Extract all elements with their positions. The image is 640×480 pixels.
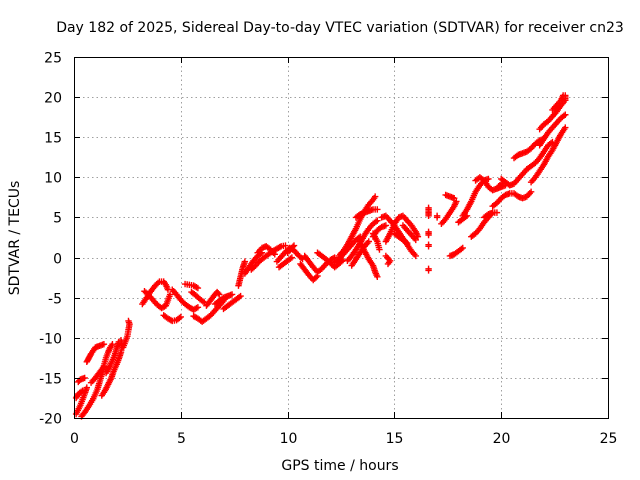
data-point	[100, 363, 108, 370]
y-tick-label: 25	[44, 51, 62, 67]
data-point	[250, 263, 258, 271]
data-point	[99, 364, 107, 372]
data-point	[194, 304, 202, 311]
data-series	[72, 92, 569, 420]
data-point	[559, 92, 567, 99]
data-point	[493, 209, 501, 216]
x-tick-label: 5	[177, 431, 186, 447]
x-tick-label: 20	[493, 431, 511, 447]
data-point	[433, 214, 441, 221]
data-point	[562, 111, 569, 118]
y-tick-label: 20	[44, 91, 62, 107]
data-point	[194, 284, 202, 292]
data-point	[144, 290, 151, 298]
data-point	[115, 338, 123, 345]
data-point	[193, 304, 200, 312]
y-tick-label: -10	[39, 332, 62, 348]
data-point	[214, 290, 222, 297]
data-point	[402, 238, 409, 246]
y-tick-label: 15	[44, 131, 62, 147]
data-point	[287, 255, 294, 262]
data-point	[382, 222, 390, 229]
data-point	[329, 255, 337, 262]
data-point	[365, 238, 372, 245]
data-point	[109, 340, 116, 348]
data-point	[374, 206, 381, 213]
data-point	[81, 374, 88, 382]
data-point	[216, 291, 223, 298]
data-point	[288, 254, 296, 261]
plot-frame	[74, 57, 609, 419]
data-point	[458, 245, 465, 253]
x-tick-label: 0	[70, 431, 79, 447]
data-point	[290, 242, 298, 249]
data-point	[312, 274, 320, 281]
data-point	[425, 243, 432, 250]
data-point	[374, 217, 381, 224]
axis-ticks: 0 5 10 15 20 25 -20 -15 -10 -5 0 5 10 15 20 25	[39, 51, 617, 448]
data-point	[412, 236, 419, 244]
data-point	[425, 267, 432, 274]
data-point	[235, 293, 243, 301]
data-point	[425, 231, 432, 239]
data-point	[374, 273, 381, 281]
data-point	[237, 292, 244, 300]
data-point	[485, 175, 492, 183]
data-point	[83, 384, 91, 391]
data-point	[79, 387, 86, 394]
data-point	[77, 388, 85, 395]
grid	[74, 57, 608, 418]
y-tick-label: 10	[44, 171, 62, 187]
y-tick-label: -5	[48, 292, 62, 308]
y-tick-label: -20	[39, 412, 62, 428]
y-tick-label: 0	[53, 252, 62, 268]
data-point	[376, 246, 383, 253]
data-point	[193, 284, 200, 291]
data-point	[459, 244, 466, 252]
data-point	[154, 279, 162, 287]
data-point	[228, 291, 236, 298]
data-point	[451, 194, 458, 202]
data-point	[176, 314, 183, 322]
data-point	[527, 188, 535, 195]
data-point	[453, 198, 460, 205]
data-point	[412, 252, 419, 260]
y-tick-label: 5	[53, 211, 62, 227]
data-point	[404, 239, 411, 247]
y-axis-label: SDTVAR / TECUs	[7, 181, 23, 296]
data-point	[282, 242, 289, 249]
chart-title: Day 182 of 2025, Sidereal Day-to-day VTE…	[56, 20, 624, 36]
data-point	[125, 317, 132, 325]
data-point	[199, 298, 207, 305]
data-point	[241, 258, 249, 265]
data-point	[372, 218, 380, 225]
data-point	[177, 313, 184, 321]
x-axis-label: GPS time / hours	[281, 458, 398, 474]
x-tick-label: 10	[280, 431, 298, 447]
data-point	[166, 291, 174, 298]
data-point	[560, 112, 568, 120]
data-point	[271, 251, 278, 258]
data-point	[502, 182, 509, 189]
data-point	[276, 243, 283, 251]
x-tick-label: 25	[600, 431, 618, 447]
x-tick-label: 15	[386, 431, 404, 447]
data-point	[562, 124, 569, 131]
data-point	[371, 193, 379, 200]
data-point	[425, 212, 432, 220]
y-tick-label: -15	[39, 372, 62, 388]
data-point	[384, 260, 392, 268]
data-point	[289, 243, 297, 250]
data-point	[100, 340, 108, 348]
